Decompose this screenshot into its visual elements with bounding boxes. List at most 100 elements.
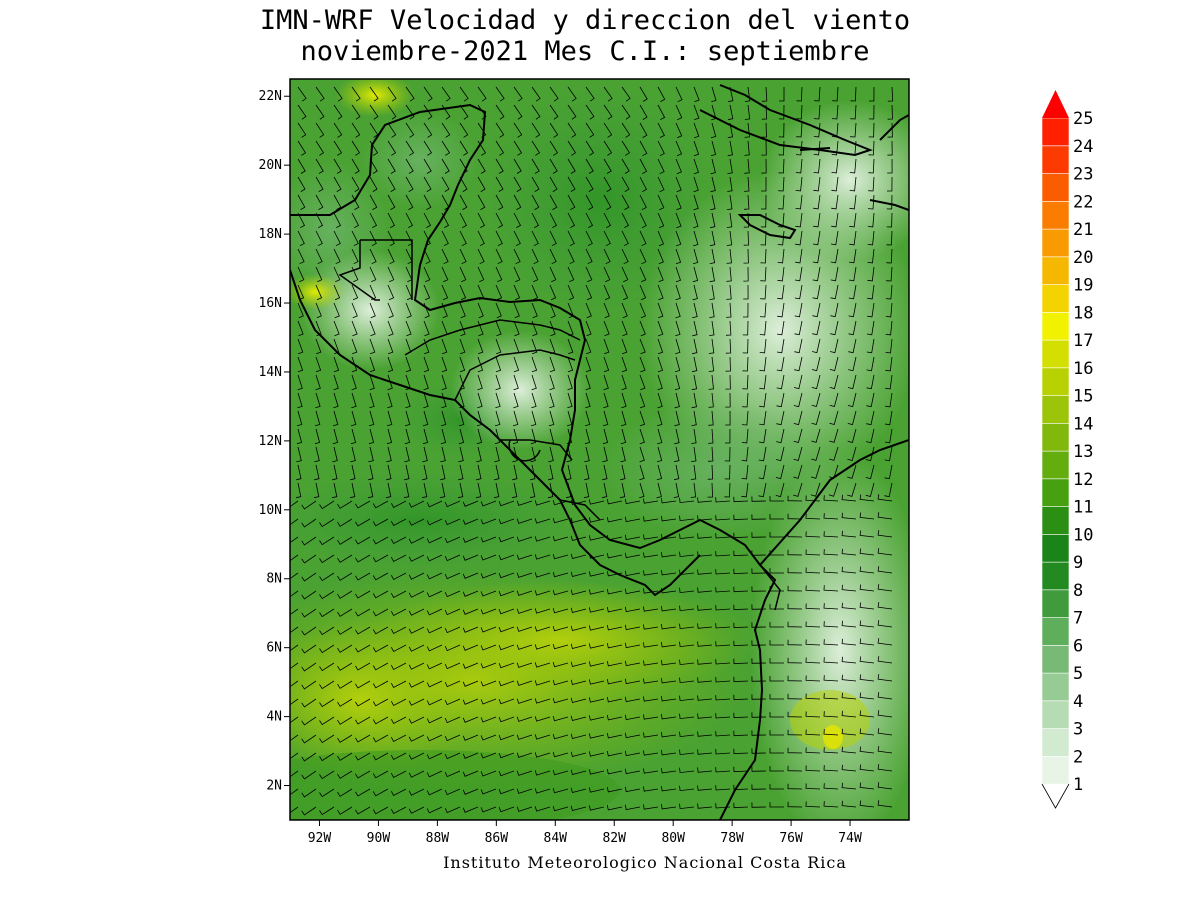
wind-barb [387,392,393,409]
wind-barb [823,657,839,664]
wind-barb [679,533,695,540]
wind-barb [733,514,749,521]
wind-barb [759,392,767,408]
wind-barb [423,284,431,301]
wind-barb [351,122,361,138]
wind-barb [841,620,857,628]
colorbar-label: 6 [1073,636,1083,656]
wind-barb [333,284,341,301]
wind-barb [675,338,681,355]
wind-barb [787,585,803,592]
wind-barb [848,320,857,336]
wind-barb [355,518,371,527]
wind-barb [751,622,767,628]
wind-barb [692,338,698,355]
wind-barb [534,806,551,812]
wind-barb [390,788,407,797]
wind-barb [606,535,623,541]
wind-barb [386,446,392,463]
wind-barb [462,500,479,507]
wind-barb [570,571,587,577]
wind-barb [805,603,821,610]
wind-barb [679,587,695,594]
wind-barb [570,661,587,667]
wind-barb [795,194,803,210]
wind-barb [444,662,461,670]
wind-barb [372,644,389,653]
wind-barb [549,338,556,355]
wind-barb [408,590,425,598]
wind-barb [423,248,431,265]
wind-barb [624,786,641,793]
wind-barb [887,104,893,120]
wind-barb [390,518,407,527]
wind-barb [585,158,594,174]
wind-barb [369,284,377,301]
wind-barb [743,248,749,264]
wind-barb [494,446,500,463]
wind-barb [639,230,647,247]
wind-barb [849,158,857,174]
wind-barb [621,230,629,247]
wind-barb [829,410,839,425]
wind-barb [570,697,587,703]
wind-barb [726,212,733,228]
wind-barb [787,621,803,628]
wind-barb [351,176,360,192]
wind-barb [726,266,732,282]
wind-barb [661,713,677,720]
wind-barb [643,750,659,756]
wind-barb [693,176,699,193]
wind-barb [657,230,665,247]
lat-tick-label: 14N [259,365,282,380]
wind-barb [290,536,299,544]
wind-barb [639,104,648,120]
wind-barb [588,571,605,577]
wind-barb [877,692,893,700]
wind-barb [315,284,323,301]
wind-barb [673,464,680,481]
wind-barb [829,446,839,461]
wind-barb [741,464,749,480]
wind-barb [848,302,857,318]
wind-barb [606,769,623,775]
wind-barb [887,158,893,174]
wind-barb [331,482,338,499]
wind-barb [621,338,628,355]
wind-barb [751,514,767,520]
wind-barb [697,623,713,629]
wind-barb [516,806,533,812]
wind-barb [567,230,575,247]
wind-barb [355,536,371,545]
wind-barb [724,464,731,480]
wind-barb [643,714,659,720]
wind-barb [760,230,767,246]
wind-barb [337,626,353,635]
wind-barb [531,140,541,156]
wind-barb [831,194,839,210]
wind-barb [337,572,353,581]
wind-barb [639,284,647,301]
wind-barb [297,338,304,355]
wind-barb [480,770,497,777]
wind-barb [588,517,605,523]
wind-barb [751,766,767,772]
wind-barb [549,320,556,337]
wind-barb [404,464,410,481]
wind-barb [534,662,551,668]
wind-barb [708,338,715,354]
wind-barb [796,104,803,120]
wind-barb [444,608,461,616]
wind-barb [405,140,415,156]
wind-barb [751,496,767,502]
wind-barb [315,212,324,229]
wind-barb [697,551,713,557]
wind-barb [337,644,353,653]
wind-barb [725,338,732,354]
wind-barb [787,801,803,808]
wind-barb [588,787,605,793]
wind-barb [531,176,540,192]
wind-barb [847,464,857,479]
wind-barb [462,536,479,543]
wind-barb [606,607,623,613]
